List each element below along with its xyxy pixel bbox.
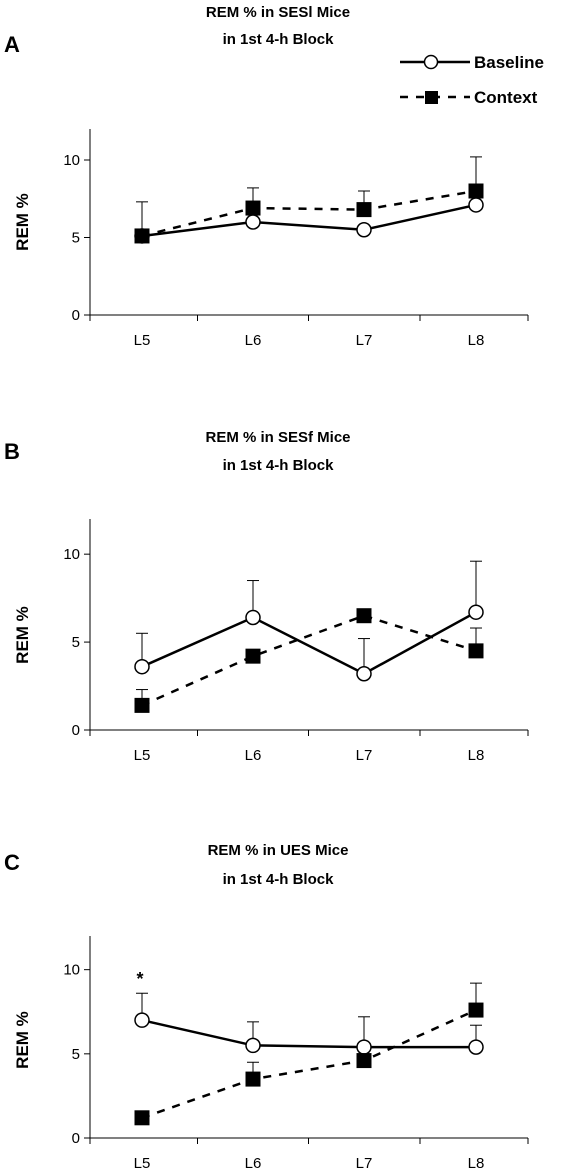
x-tick-label: L6	[245, 747, 262, 764]
series-line	[141, 1008, 477, 1119]
series-context	[134, 982, 484, 1126]
y-tick-label: 0	[72, 307, 80, 324]
series-line	[141, 614, 477, 707]
data-point	[356, 1039, 372, 1055]
panel-letter: C	[4, 850, 20, 875]
chart-title: REM % in UES Mice	[208, 842, 349, 859]
y-tick-label: 5	[72, 230, 80, 247]
y-tick-label: 10	[63, 962, 80, 979]
chart-subtitle: in 1st 4-h Block	[223, 871, 335, 888]
chart-subtitle: in 1st 4-h Block	[223, 457, 335, 474]
legend-context: Context	[400, 88, 538, 107]
y-axis-label: REM %	[13, 606, 32, 664]
data-point	[468, 183, 484, 199]
chart-title: REM % in SESl Mice	[206, 4, 350, 21]
y-tick-label: 10	[63, 152, 80, 169]
data-point	[356, 222, 372, 238]
data-point	[356, 202, 372, 218]
y-axis-label: REM %	[13, 1011, 32, 1069]
data-point	[468, 1002, 484, 1018]
y-tick-label: 0	[72, 1130, 80, 1147]
legend-baseline: Baseline	[400, 53, 544, 72]
x-tick-label: L8	[468, 332, 485, 349]
x-tick-label: L5	[134, 747, 151, 764]
series-line	[141, 611, 477, 676]
y-tick-label: 0	[72, 722, 80, 739]
panel-C: C REM % in UES Mice in 1st 4-h Block 0 5 10 L5…	[4, 842, 529, 1172]
series-baseline	[134, 197, 484, 244]
x-tick-label: L7	[356, 1155, 373, 1172]
x-tick-label: L7	[356, 747, 373, 764]
series-line	[141, 1018, 476, 1049]
legend: Baseline Context	[400, 53, 544, 107]
y-tick-label: 10	[63, 546, 80, 563]
panel-letter: B	[4, 439, 20, 464]
data-point	[134, 658, 150, 675]
data-point	[134, 697, 150, 713]
data-point	[245, 648, 261, 664]
data-point	[356, 1053, 372, 1069]
data-point	[245, 200, 261, 216]
x-tick-label: L7	[356, 332, 373, 349]
y-tick-label: 5	[72, 1046, 80, 1063]
data-point	[468, 643, 484, 659]
data-point	[468, 604, 484, 620]
legend-context-label: Context	[474, 88, 538, 107]
panel-A: A REM % in SESl Mice in 1st 4-h Block 0 5 10 L…	[4, 4, 529, 349]
series-baseline	[134, 992, 484, 1055]
data-point	[245, 214, 261, 230]
panel-letter: A	[4, 32, 20, 57]
series-context	[134, 608, 484, 713]
panel-B: B REM % in SESf Mice in 1st 4-h Block 0 5 10 L…	[4, 429, 529, 764]
chart-title: REM % in SESf Mice	[205, 429, 350, 446]
x-tick-label: L5	[134, 332, 151, 349]
data-point	[134, 228, 150, 244]
data-point	[468, 1039, 484, 1055]
x-tick-label: L8	[468, 747, 485, 764]
data-point	[134, 1012, 150, 1028]
series-baseline	[134, 560, 484, 682]
x-tick-label: L5	[134, 1155, 151, 1172]
legend-baseline-label: Baseline	[474, 53, 544, 72]
significance-annotation: *	[136, 969, 143, 989]
legend-baseline-marker	[423, 54, 439, 70]
chart-subtitle: in 1st 4-h Block	[223, 31, 335, 48]
data-point	[245, 1037, 261, 1054]
data-point	[134, 1110, 150, 1126]
series-context	[134, 156, 484, 244]
x-tick-label: L6	[245, 332, 262, 349]
data-point	[356, 608, 372, 624]
x-tick-label: L6	[245, 1155, 262, 1172]
series-line	[141, 203, 477, 238]
data-point	[356, 665, 372, 682]
data-point	[245, 609, 261, 626]
data-point	[468, 197, 484, 213]
data-point	[245, 1071, 261, 1087]
y-axis-label: REM %	[13, 193, 32, 251]
x-tick-label: L8	[468, 1155, 485, 1172]
y-tick-label: 5	[72, 634, 80, 651]
legend-context-marker	[425, 91, 438, 104]
